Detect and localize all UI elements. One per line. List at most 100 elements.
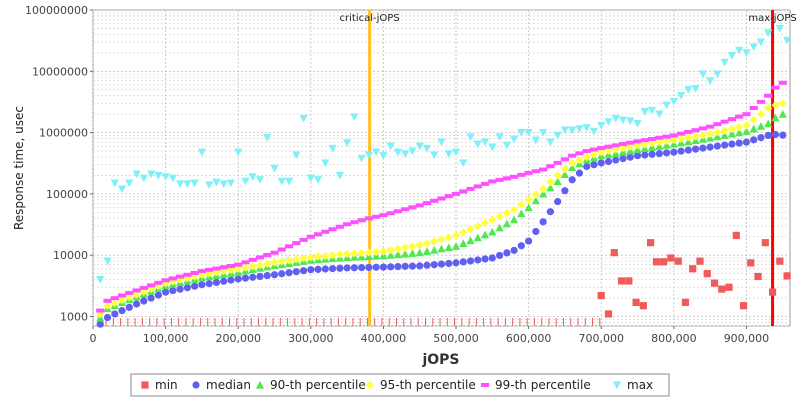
data-point bbox=[647, 139, 657, 148]
data-point bbox=[648, 150, 656, 158]
data-point bbox=[582, 149, 591, 154]
y-tick-label: 100000000 bbox=[25, 4, 88, 17]
data-point bbox=[689, 265, 697, 273]
data-point bbox=[495, 223, 504, 232]
data-point bbox=[747, 259, 755, 267]
data-point bbox=[270, 164, 279, 173]
data-point bbox=[553, 171, 562, 180]
data-point bbox=[335, 224, 344, 229]
data-point bbox=[473, 140, 482, 149]
data-point bbox=[647, 239, 655, 247]
data-point bbox=[539, 184, 548, 194]
data-point bbox=[125, 303, 133, 311]
data-point bbox=[718, 285, 726, 293]
data-point bbox=[234, 148, 243, 157]
data-point bbox=[539, 167, 548, 172]
data-point bbox=[560, 165, 570, 174]
data-point bbox=[662, 149, 671, 157]
data-point bbox=[292, 255, 301, 264]
data-point bbox=[125, 179, 134, 188]
data-point bbox=[176, 285, 184, 293]
data-point bbox=[408, 249, 417, 257]
data-point bbox=[546, 183, 555, 192]
data-point bbox=[364, 151, 373, 160]
data-point bbox=[451, 242, 461, 250]
data-point bbox=[488, 215, 497, 224]
data-point bbox=[524, 203, 533, 212]
data-point bbox=[669, 133, 678, 138]
data-point bbox=[451, 231, 461, 240]
x-tick-label: 0 bbox=[90, 332, 97, 345]
data-point bbox=[764, 104, 773, 113]
data-point bbox=[655, 110, 664, 119]
data-point bbox=[502, 208, 511, 218]
data-point bbox=[698, 70, 707, 79]
data-point bbox=[139, 174, 148, 183]
data-point bbox=[691, 128, 700, 133]
y-tick-label: 1000000 bbox=[39, 127, 88, 140]
data-point bbox=[662, 136, 671, 146]
data-point bbox=[459, 239, 468, 247]
data-point bbox=[197, 269, 207, 274]
data-point bbox=[263, 133, 272, 142]
data-point bbox=[778, 80, 787, 85]
data-points bbox=[96, 24, 792, 328]
data-point bbox=[524, 129, 533, 137]
data-point bbox=[655, 135, 664, 140]
data-point bbox=[372, 214, 381, 219]
data-point bbox=[633, 120, 642, 128]
data-point bbox=[350, 220, 359, 225]
data-point bbox=[612, 156, 620, 164]
legend-marker bbox=[141, 381, 149, 389]
data-point bbox=[764, 93, 773, 98]
data-point bbox=[768, 288, 777, 296]
data-point bbox=[749, 43, 758, 52]
data-point bbox=[284, 177, 294, 186]
data-point bbox=[561, 187, 569, 195]
data-point bbox=[531, 169, 540, 174]
series-99-th-percentile bbox=[96, 80, 787, 313]
data-point bbox=[169, 287, 177, 295]
x-tick-label: 100,000 bbox=[143, 332, 189, 345]
legend-label: max bbox=[627, 378, 653, 392]
data-point bbox=[219, 267, 228, 276]
data-point bbox=[452, 259, 460, 267]
data-point bbox=[575, 155, 584, 165]
data-point bbox=[611, 114, 620, 123]
data-point bbox=[270, 271, 279, 279]
data-point bbox=[248, 173, 257, 181]
data-point bbox=[669, 98, 678, 106]
data-point bbox=[771, 113, 780, 122]
data-point bbox=[401, 262, 409, 270]
data-point bbox=[633, 152, 642, 160]
data-point bbox=[742, 112, 751, 117]
data-point bbox=[437, 138, 446, 147]
data-point bbox=[611, 145, 620, 154]
data-point bbox=[321, 265, 329, 273]
data-point bbox=[510, 246, 518, 254]
data-point bbox=[430, 151, 439, 160]
data-point bbox=[357, 218, 366, 223]
data-point bbox=[117, 293, 127, 298]
data-point bbox=[285, 269, 293, 277]
legend-label: median bbox=[206, 378, 251, 392]
data-point bbox=[604, 118, 613, 126]
data-point bbox=[415, 241, 424, 250]
data-point bbox=[299, 254, 308, 263]
data-point bbox=[205, 267, 214, 272]
y-axis-label: Response time, usec bbox=[12, 106, 26, 230]
data-point bbox=[226, 263, 236, 268]
data-point bbox=[154, 280, 163, 285]
data-point bbox=[445, 259, 453, 268]
data-point bbox=[676, 131, 686, 136]
data-point bbox=[597, 146, 606, 151]
data-point bbox=[684, 133, 693, 142]
data-point bbox=[401, 243, 410, 252]
data-point bbox=[568, 126, 577, 135]
data-point bbox=[728, 140, 736, 148]
data-point bbox=[618, 142, 628, 147]
y-tick-label: 10000 bbox=[53, 249, 88, 262]
data-point bbox=[524, 170, 533, 175]
data-point bbox=[684, 86, 693, 94]
data-point bbox=[255, 255, 265, 260]
